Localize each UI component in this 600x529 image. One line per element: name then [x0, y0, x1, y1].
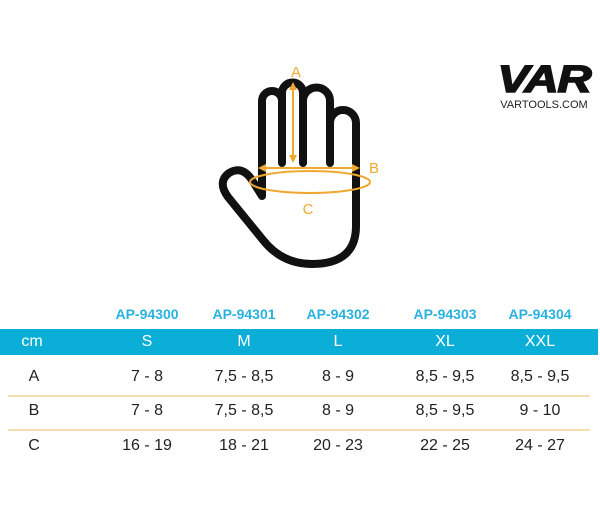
size-header: XL: [435, 333, 455, 350]
label-c: C: [303, 201, 314, 218]
table-cell: 7 - 8: [130, 368, 164, 385]
sku-code: AP-94300: [115, 306, 179, 322]
sku-code: AP-94304: [508, 306, 572, 322]
measure-c-ellipse: [249, 170, 371, 194]
sku-code: AP-94302: [306, 306, 370, 322]
table-cell: 22 - 25: [420, 437, 470, 454]
table-cell: 7,5 - 8,5: [214, 402, 274, 419]
table-header: cm S M L XL XXL: [0, 329, 598, 355]
unit-header: cm: [21, 333, 43, 350]
table-cell: 7,5 - 8,5: [214, 368, 274, 385]
table-cell: 20 - 23: [313, 437, 363, 454]
hand-measurement-diagram: A B C: [218, 64, 379, 268]
table-cell: 24 - 27: [515, 437, 565, 454]
logo-mark: VAR: [497, 59, 593, 101]
size-header: XXL: [524, 333, 556, 350]
hand-outline-icon: [218, 78, 360, 268]
table-cell: 8,5 - 9,5: [415, 368, 475, 385]
logo-url: VARTOOLS.COM: [500, 99, 588, 111]
brand-logo: VAR VARTOOLS.COM: [488, 60, 600, 111]
label-a: A: [291, 64, 301, 81]
size-header: L: [333, 333, 343, 350]
table-cell: 8,5 - 9,5: [415, 402, 475, 419]
row-label: C: [28, 437, 40, 454]
table-cell: 18 - 21: [219, 437, 269, 454]
row-label: B: [28, 402, 40, 419]
sku-code: AP-94301: [212, 306, 276, 322]
table-cell: 16 - 19: [122, 437, 172, 454]
table-cell: 8 - 9: [321, 368, 355, 385]
label-b: B: [369, 160, 379, 177]
size-header: M: [237, 333, 251, 350]
row-label: A: [28, 368, 40, 385]
row-divider: [8, 429, 590, 431]
table-cell: 8 - 9: [321, 402, 355, 419]
table-cell: 7 - 8: [130, 402, 164, 419]
table-cell: 9 - 10: [519, 402, 561, 419]
sku-code: AP-94303: [413, 306, 477, 322]
size-header: S: [141, 333, 153, 350]
row-divider: [8, 395, 590, 397]
table-cell: 8,5 - 9,5: [510, 368, 570, 385]
